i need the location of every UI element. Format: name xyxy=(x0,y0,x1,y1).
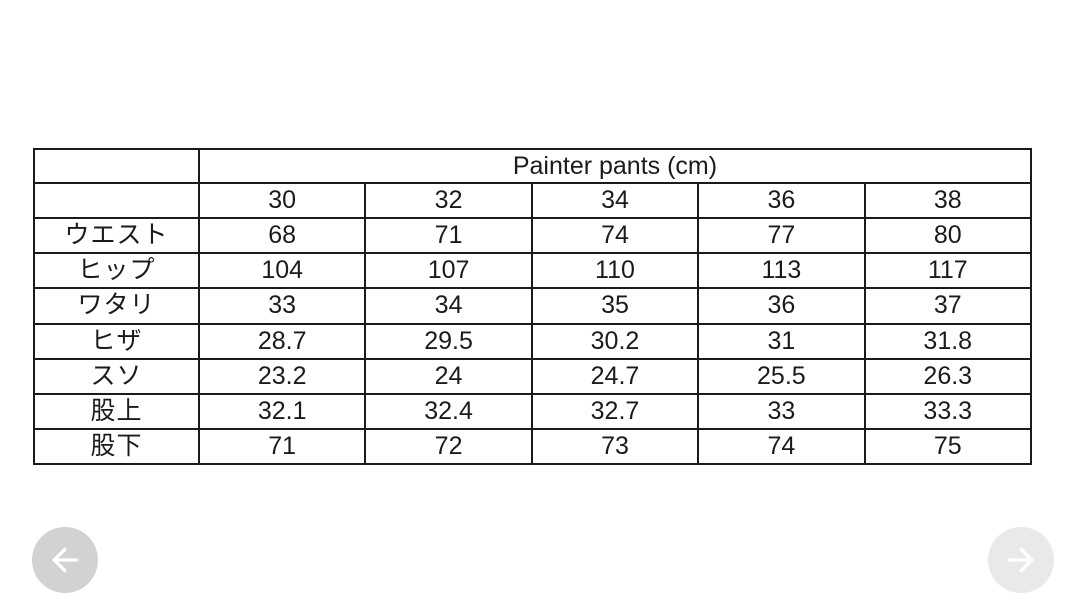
cell-value: 72 xyxy=(364,427,533,466)
table-row-rise: 股上 32.1 32.4 32.7 33 33.3 xyxy=(33,392,1032,430)
cell-value: 68 xyxy=(197,217,367,255)
cell-value: 74 xyxy=(530,217,700,255)
cell-value: 23.2 xyxy=(197,357,367,395)
cell-value: 77 xyxy=(697,217,866,255)
row-label: ヒザ xyxy=(33,322,200,360)
arrow-left-icon xyxy=(46,541,84,579)
cell-value: 33 xyxy=(197,287,367,325)
size-header-row: 30 32 34 36 38 xyxy=(33,182,1032,220)
cell-value: 32.1 xyxy=(197,392,367,430)
cell-value: 74 xyxy=(697,427,866,466)
table-row-waist: ウエスト 68 71 74 77 80 xyxy=(33,217,1032,255)
cell-value: 117 xyxy=(863,252,1032,290)
next-image-button[interactable] xyxy=(988,527,1054,593)
cell-value: 71 xyxy=(197,427,367,466)
size-col-header: 32 xyxy=(364,182,533,220)
cell-value: 33 xyxy=(697,392,866,430)
table-title-row: Painter pants (cm) xyxy=(33,147,1032,185)
row-label: ヒップ xyxy=(33,252,200,290)
corner-empty-cell xyxy=(33,147,200,185)
cell-value: 32.7 xyxy=(530,392,700,430)
table-row-thigh: ワタリ 33 34 35 36 37 xyxy=(33,287,1032,325)
table-title: Painter pants (cm) xyxy=(198,147,1032,185)
corner-empty-cell xyxy=(33,182,200,220)
cell-value: 28.7 xyxy=(197,322,367,360)
row-label: スソ xyxy=(33,357,200,395)
cell-value: 24 xyxy=(364,357,533,395)
cell-value: 31.8 xyxy=(863,322,1032,360)
row-label: ワタリ xyxy=(33,287,200,325)
table-row-inseam: 股下 71 72 73 74 75 xyxy=(33,427,1032,466)
cell-value: 30.2 xyxy=(530,322,700,360)
cell-value: 104 xyxy=(197,252,367,290)
size-col-header: 38 xyxy=(863,182,1032,220)
cell-value: 24.7 xyxy=(530,357,700,395)
cell-value: 71 xyxy=(364,217,533,255)
table-row-knee: ヒザ 28.7 29.5 30.2 31 31.8 xyxy=(33,322,1032,360)
size-col-header: 34 xyxy=(530,182,700,220)
cell-value: 32.4 xyxy=(364,392,533,430)
table-row-hem: スソ 23.2 24 24.7 25.5 26.3 xyxy=(33,357,1032,395)
cell-value: 75 xyxy=(863,427,1032,466)
size-chart-table: Painter pants (cm) 30 32 34 36 38 ウエスト 6… xyxy=(33,147,1032,466)
cell-value: 110 xyxy=(530,252,700,290)
cell-value: 36 xyxy=(697,287,866,325)
cell-value: 29.5 xyxy=(364,322,533,360)
arrow-right-icon xyxy=(1002,541,1040,579)
cell-value: 31 xyxy=(697,322,866,360)
cell-value: 80 xyxy=(863,217,1032,255)
prev-image-button[interactable] xyxy=(32,527,98,593)
cell-value: 33.3 xyxy=(863,392,1032,430)
size-col-header: 30 xyxy=(197,182,367,220)
cell-value: 107 xyxy=(364,252,533,290)
row-label: 股下 xyxy=(33,427,200,466)
row-label: ウエスト xyxy=(33,217,200,255)
size-col-header: 36 xyxy=(697,182,866,220)
cell-value: 26.3 xyxy=(863,357,1032,395)
cell-value: 25.5 xyxy=(697,357,866,395)
cell-value: 113 xyxy=(697,252,866,290)
cell-value: 37 xyxy=(863,287,1032,325)
cell-value: 73 xyxy=(530,427,700,466)
cell-value: 35 xyxy=(530,287,700,325)
cell-value: 34 xyxy=(364,287,533,325)
table-row-hip: ヒップ 104 107 110 113 117 xyxy=(33,252,1032,290)
row-label: 股上 xyxy=(33,392,200,430)
